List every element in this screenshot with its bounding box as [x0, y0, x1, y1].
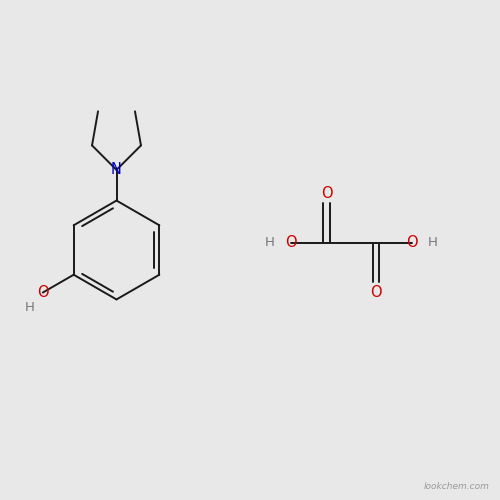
Text: H: H — [265, 236, 274, 249]
Text: H: H — [24, 301, 34, 314]
Text: O: O — [37, 285, 48, 300]
Text: H: H — [428, 236, 438, 249]
Text: O: O — [406, 235, 417, 250]
Text: O: O — [321, 186, 332, 200]
Text: O: O — [285, 235, 297, 250]
Text: N: N — [111, 162, 122, 178]
Text: O: O — [370, 284, 382, 300]
Text: lookchem.com: lookchem.com — [424, 482, 490, 492]
